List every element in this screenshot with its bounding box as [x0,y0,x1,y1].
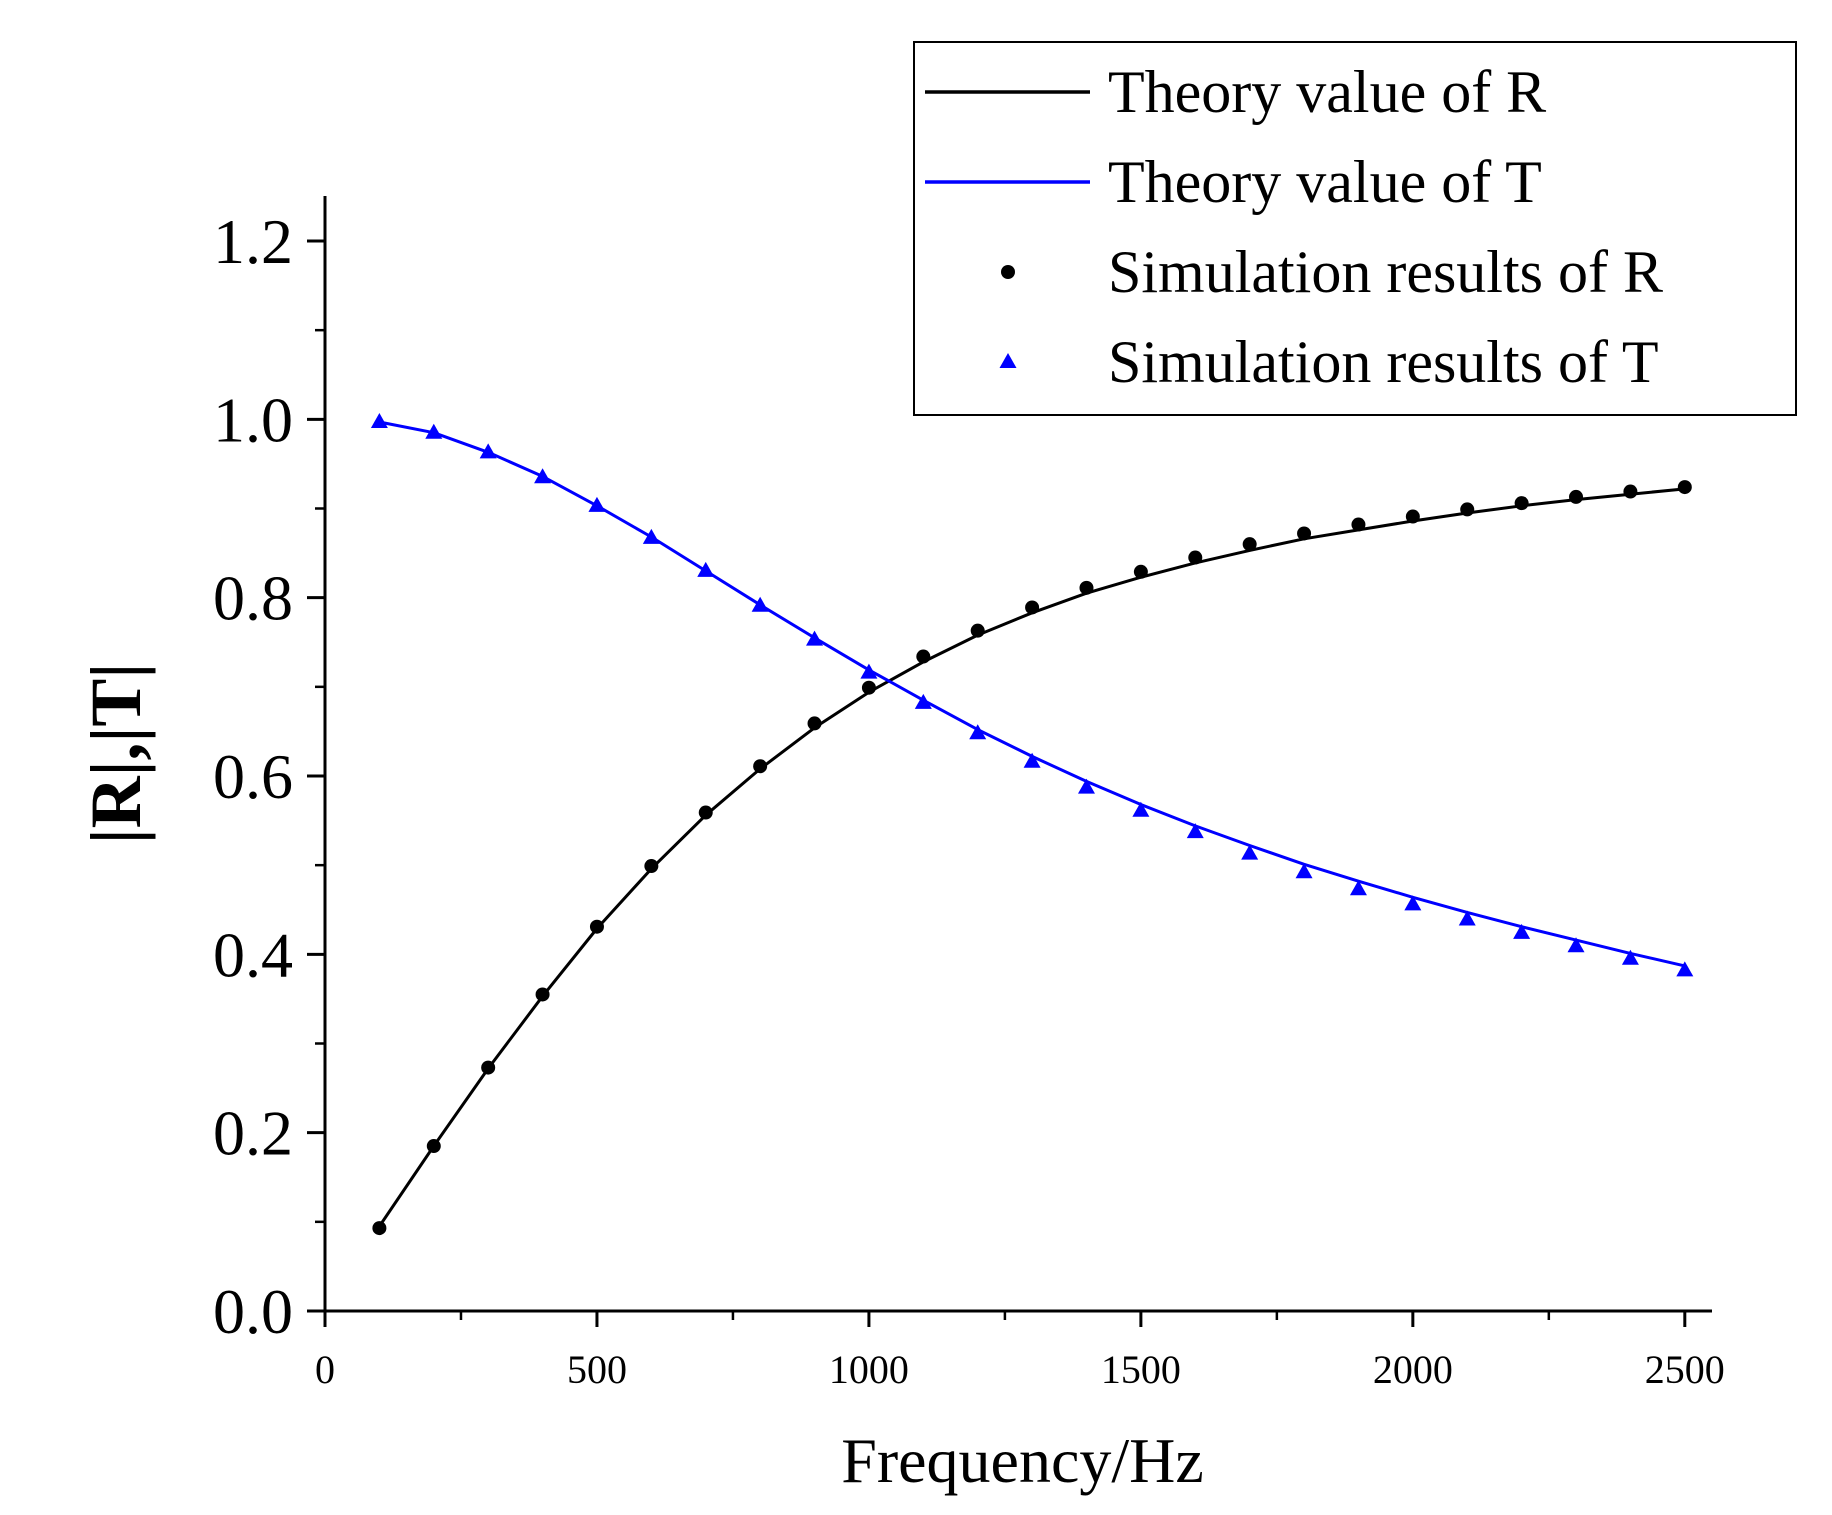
y-tick-label: 0.0 [213,1276,293,1347]
data-point [971,624,985,638]
data-point [1079,581,1093,595]
data-point [699,806,713,820]
y-tick-label: 0.2 [213,1098,293,1169]
y-ticks: 0.0 0.2 0.4 0.6 0.8 1.0 1.2 [213,206,325,1347]
data-point [1187,823,1204,838]
data-point [1132,802,1149,817]
y-tick-label: 1.0 [213,384,293,455]
data-point [644,859,658,873]
data-point [1460,502,1474,516]
data-point [534,468,551,483]
series-simulation-results-of-t [371,413,1693,976]
data-point [1078,779,1095,794]
series-simulation-results-of-r [372,480,1691,1235]
data-point [1569,490,1583,504]
series-theory-value-of-t [379,422,1684,966]
data-point [590,920,604,934]
y-tick-label: 1.2 [213,206,293,277]
data-point [1025,600,1039,614]
legend-label: Simulation results of R [1108,239,1663,305]
y-tick-label: 0.8 [213,563,293,634]
y-tick-label: 0.6 [213,741,293,812]
data-point [588,497,605,512]
legend-label: Simulation results of T [1108,329,1659,395]
x-axis-title: Frequency/Hz [841,1425,1204,1496]
data-point [862,681,876,695]
x-tick-label: 0 [315,1347,335,1392]
data-point [1351,518,1365,532]
legend-label: Theory value of T [1108,149,1542,215]
x-tick-label: 2500 [1645,1347,1725,1392]
data-point [752,597,769,612]
data-point [1406,510,1420,524]
data-point [1515,496,1529,510]
data-point [753,759,767,773]
data-point [371,413,388,428]
data-point [1623,485,1637,499]
x-tick-label: 1000 [829,1347,909,1392]
x-tick-label: 1500 [1101,1347,1181,1392]
x-ticks: 0 500 1000 1500 2000 2500 [315,1311,1725,1392]
data-point [481,1061,495,1075]
series-line [379,489,1684,1226]
y-tick-label: 0.4 [213,919,293,990]
data-point [1243,537,1257,551]
x-tick-label: 500 [567,1347,627,1392]
data-point [916,650,930,664]
data-point [1297,526,1311,540]
data-point [1678,480,1692,494]
legend-label: Theory value of R [1108,59,1546,125]
data-point [1188,551,1202,565]
data-point [427,1139,441,1153]
legend-circle-symbol [1001,265,1015,279]
y-axis-title: |R|,|T| [76,663,156,844]
x-tick-label: 2000 [1373,1347,1453,1392]
data-point [697,562,714,577]
series-layer [371,413,1693,1235]
data-point [372,1221,386,1235]
series-line [379,422,1684,966]
legend: Theory value of R Theory value of T Simula… [914,42,1796,415]
series-theory-value-of-r [379,489,1684,1226]
chart: 0 500 1000 1500 2000 2500 0.0 0.2 0.4 0.6 0.8 1.0 1… [0,0,1832,1515]
data-point [536,987,550,1001]
data-point [808,716,822,730]
data-point [1134,565,1148,579]
data-point [643,529,660,544]
